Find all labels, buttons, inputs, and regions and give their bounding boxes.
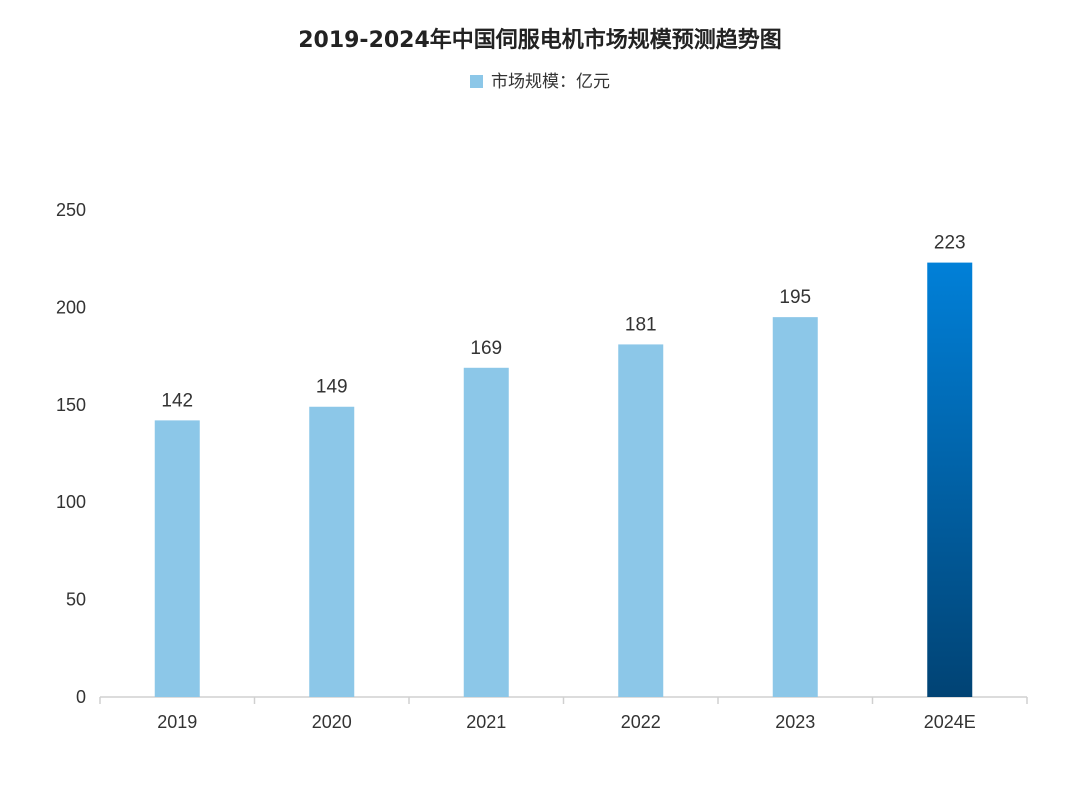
data-label-2024E: 223 — [934, 233, 966, 254]
y-tick-label: 50 — [66, 590, 86, 610]
legend-swatch — [470, 75, 483, 88]
x-tick-label-2024E: 2024E — [924, 712, 976, 732]
x-tick-label-2021: 2021 — [466, 712, 506, 732]
y-tick-label: 0 — [76, 687, 86, 707]
data-label-2021: 169 — [470, 338, 502, 359]
y-tick-label: 250 — [56, 200, 86, 220]
legend: 市场规模：亿元 — [0, 67, 1080, 92]
bar-2021 — [463, 367, 509, 697]
x-tick-label-2022: 2022 — [621, 712, 661, 732]
bar-2023 — [772, 317, 818, 697]
y-tick-label: 200 — [56, 297, 86, 317]
x-tick-label-2020: 2020 — [312, 712, 352, 732]
bar-2020 — [309, 406, 355, 697]
data-label-2020: 149 — [316, 377, 348, 398]
x-tick-label-2019: 2019 — [157, 712, 197, 732]
data-label-2022: 181 — [625, 314, 657, 335]
bar-2024E — [927, 262, 973, 697]
data-label-2019: 142 — [161, 390, 193, 411]
bar-2019 — [154, 420, 200, 697]
y-tick-label: 150 — [56, 395, 86, 415]
chart-title: 2019-2024年中国伺服电机市场规模预测趋势图 — [298, 28, 782, 53]
data-label-2023: 195 — [779, 287, 811, 308]
bar-2022 — [618, 344, 664, 697]
y-tick-label: 100 — [56, 492, 86, 512]
legend-label: 市场规模：亿元 — [491, 72, 610, 92]
x-tick-label-2023: 2023 — [775, 712, 815, 732]
